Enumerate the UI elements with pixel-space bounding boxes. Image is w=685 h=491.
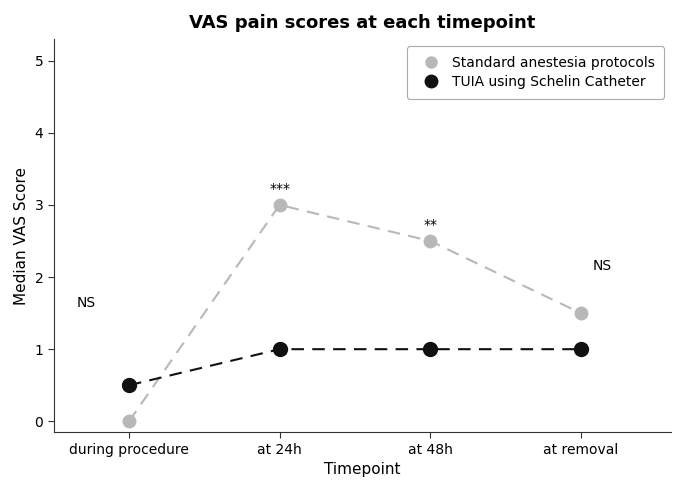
Text: **: **: [423, 218, 437, 232]
Text: NS: NS: [593, 259, 612, 273]
Legend: Standard anestesia protocols, TUIA using Schelin Catheter: Standard anestesia protocols, TUIA using…: [407, 46, 664, 99]
Text: NS: NS: [76, 296, 95, 309]
Text: ***: ***: [269, 182, 290, 196]
Title: VAS pain scores at each timepoint: VAS pain scores at each timepoint: [189, 14, 536, 32]
Y-axis label: Median VAS Score: Median VAS Score: [14, 166, 29, 304]
X-axis label: Timepoint: Timepoint: [324, 462, 401, 477]
